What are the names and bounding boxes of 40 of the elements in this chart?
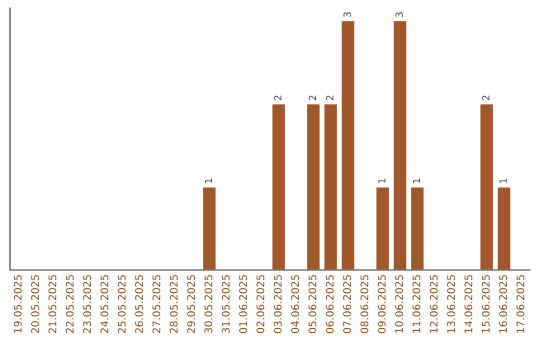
x-tick-label: 24.05.2025 [100, 275, 108, 334]
x-tick-label: 13.06.2025 [447, 275, 456, 333]
x-tick-label: 21.05.2025 [48, 275, 56, 334]
x-tick-label: 26.05.2025 [135, 275, 144, 334]
x-tick-label: 17.06.2025 [516, 275, 524, 333]
x-tick-label: 12.06.2025 [430, 275, 438, 333]
x-tick-label: 03.06.2025 [274, 275, 282, 334]
x-tick-label: 15.06.2025 [482, 275, 490, 333]
data-label: 2 [326, 96, 334, 100]
data-label: 2 [482, 96, 490, 100]
x-tick-label: 27.05.2025 [152, 275, 160, 334]
x-tick-label: 19.05.2025 [14, 275, 22, 333]
x-tick-label: 16.06.2025 [499, 275, 508, 333]
x-tick-label: 20.05.2025 [31, 275, 40, 334]
x-tick-label: 23.05.2025 [83, 275, 92, 334]
x-tick-label: 05.06.2025 [308, 275, 316, 334]
x-tick-label: 06.06.2025 [326, 275, 334, 334]
x-tick-label: 22.05.2025 [66, 275, 74, 334]
x-tick-label: 09.06.2025 [378, 275, 386, 334]
x-tick-label: 07.06.2025 [343, 275, 352, 334]
x-tick-label: 28.05.2025 [170, 275, 178, 334]
x-tick-label: 30.05.2025 [204, 275, 212, 334]
data-label: 1 [378, 178, 386, 183]
data-label: 1 [204, 178, 212, 183]
data-label: 3 [343, 12, 351, 17]
data-label: 2 [308, 96, 316, 100]
x-tick-label: 10.06.2025 [395, 275, 404, 333]
x-tick-label: 04.06.2025 [291, 275, 300, 334]
x-tick-label: 08.06.2025 [360, 275, 368, 334]
x-tick-label: 14.06.2025 [464, 275, 472, 333]
data-label: 3 [395, 12, 403, 17]
data-label: 1 [412, 178, 420, 183]
data-label: 2 [274, 96, 282, 100]
x-tick-label: 02.06.2025 [256, 275, 264, 334]
x-tick-label: 29.05.2025 [187, 275, 196, 334]
x-tick-label: 01.06.2025 [239, 275, 248, 334]
data-label: 1 [500, 178, 507, 183]
x-tick-label: 25.05.2025 [118, 275, 126, 334]
x-tick-label: 11.06.2025 [412, 275, 420, 333]
x-tick-label: 31.05.2025 [222, 275, 230, 334]
